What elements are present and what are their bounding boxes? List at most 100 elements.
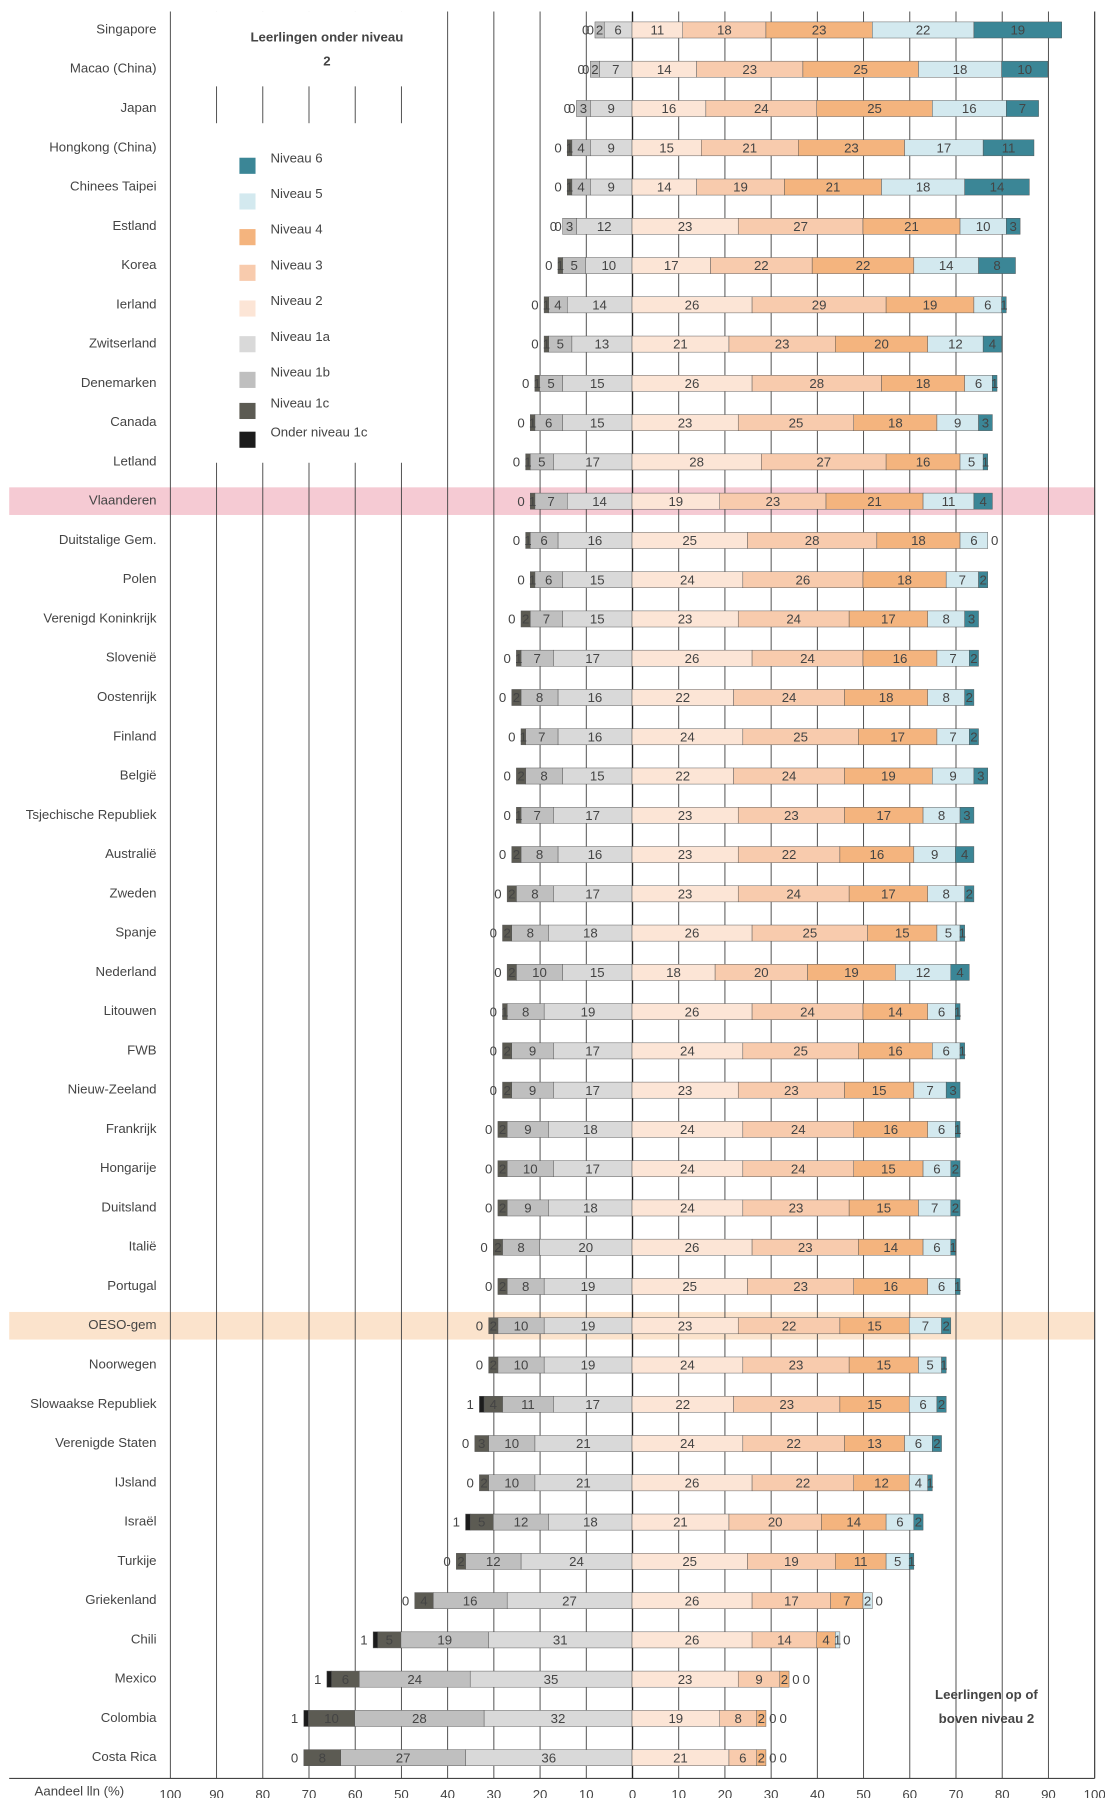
data-label: 0 — [577, 62, 584, 77]
data-label: 2 — [758, 1711, 765, 1726]
data-label: 5 — [478, 1515, 485, 1530]
data-label: 10 — [514, 1358, 529, 1373]
data-label: 23 — [789, 1358, 804, 1373]
x-tick-label: 10 — [579, 1787, 594, 1798]
data-label: 25 — [793, 1044, 808, 1059]
data-label: 9 — [954, 415, 961, 430]
x-tick-label: 40 — [440, 1787, 455, 1798]
bar-segment — [955, 1003, 961, 1020]
legend-box — [172, 11, 446, 87]
bar-segment — [964, 885, 975, 903]
data-label: 4 — [490, 1397, 497, 1412]
data-label: 17 — [881, 886, 896, 901]
legend-swatch — [239, 193, 256, 210]
data-label: 2 — [499, 1122, 506, 1137]
bar-segment — [414, 1592, 434, 1609]
legend-label: Niveau 1a — [270, 329, 330, 344]
data-label: 4 — [554, 297, 561, 312]
data-label: 14 — [657, 62, 672, 77]
data-label: 2 — [915, 1515, 922, 1530]
category-label: Hongkong (China) — [49, 139, 156, 154]
data-label: 2 — [952, 1161, 959, 1176]
category-label: Turkije — [117, 1553, 156, 1568]
data-label: 17 — [585, 886, 600, 901]
bar-segment — [566, 139, 573, 157]
data-label: 17 — [585, 1044, 600, 1059]
data-label: 19 — [733, 180, 748, 195]
bar-segment — [562, 218, 577, 235]
data-label: 22 — [856, 258, 871, 273]
bar-segment — [941, 1317, 952, 1335]
data-label: 23 — [793, 1279, 808, 1294]
data-label: 2 — [970, 651, 977, 666]
bar-segment — [543, 296, 549, 314]
data-label: 0 — [843, 1633, 850, 1648]
bar-segment — [543, 335, 549, 353]
data-label: 25 — [682, 1554, 697, 1569]
data-label: 22 — [675, 1397, 690, 1412]
x-tick-label: 40 — [810, 1787, 825, 1798]
bar-segment — [479, 1395, 485, 1413]
data-label: 5 — [894, 1554, 901, 1569]
data-label: 16 — [883, 1122, 898, 1137]
data-label: 21 — [673, 1750, 688, 1765]
bar-segment — [497, 1278, 508, 1295]
data-label: 5 — [557, 337, 564, 352]
data-label: 5 — [538, 455, 545, 470]
data-label: 0 — [508, 612, 515, 627]
data-label: 24 — [680, 1122, 695, 1137]
data-label: 24 — [680, 1044, 695, 1059]
bar-segment — [950, 1238, 956, 1256]
bar-segment — [955, 1121, 961, 1138]
data-label: 19 — [881, 769, 896, 784]
data-label: 23 — [678, 1083, 693, 1098]
data-label: 6 — [938, 1279, 945, 1294]
data-label: 17 — [585, 455, 600, 470]
data-label: 22 — [786, 1436, 801, 1451]
category-label: Zwitserland — [89, 336, 157, 351]
data-label: 24 — [680, 1201, 695, 1216]
x-tick-label: 80 — [995, 1787, 1010, 1798]
data-label: 23 — [678, 612, 693, 627]
bar-segment — [488, 1317, 499, 1335]
data-label: 1 — [524, 533, 531, 548]
bar-segment — [959, 532, 989, 549]
data-label: 21 — [576, 1436, 591, 1451]
data-label: 14 — [657, 180, 672, 195]
data-label: 18 — [897, 572, 912, 587]
data-label: 8 — [938, 808, 945, 823]
bar-segment — [530, 571, 536, 588]
data-label: 1 — [954, 1004, 961, 1019]
data-label: 19 — [437, 1633, 452, 1648]
data-label: 17 — [890, 729, 905, 744]
data-label: 0 — [554, 219, 561, 234]
data-label: 17 — [585, 1083, 600, 1098]
data-label: 17 — [881, 612, 896, 627]
data-label: 15 — [867, 1318, 882, 1333]
annotation: boven niveau 2 — [939, 1711, 1035, 1726]
data-label: 8 — [942, 612, 949, 627]
data-label: 24 — [791, 1122, 806, 1137]
data-label: 21 — [867, 494, 882, 509]
data-label: 9 — [529, 1083, 536, 1098]
data-label: 23 — [775, 337, 790, 352]
category-label: Singapore — [96, 21, 156, 36]
data-label: 14 — [777, 1633, 792, 1648]
x-tick-label: 60 — [902, 1787, 917, 1798]
category-label: Tsjechische Republiek — [26, 807, 157, 822]
data-label: 11 — [942, 494, 956, 509]
data-label: 2 — [480, 1475, 487, 1490]
data-label: 6 — [938, 1122, 945, 1137]
bar-segment — [756, 1749, 767, 1766]
data-label: 3 — [982, 415, 989, 430]
data-label: 1 — [515, 651, 522, 666]
bar-segment — [502, 1081, 512, 1099]
data-label: 22 — [916, 23, 931, 38]
bar-segment — [978, 571, 989, 588]
data-label: 16 — [588, 690, 603, 705]
data-label: 1 — [453, 1515, 460, 1530]
data-label: 8 — [517, 1240, 524, 1255]
bar-segment — [488, 1356, 499, 1374]
bar-segment — [913, 1513, 924, 1531]
data-label: 0 — [462, 1436, 469, 1451]
